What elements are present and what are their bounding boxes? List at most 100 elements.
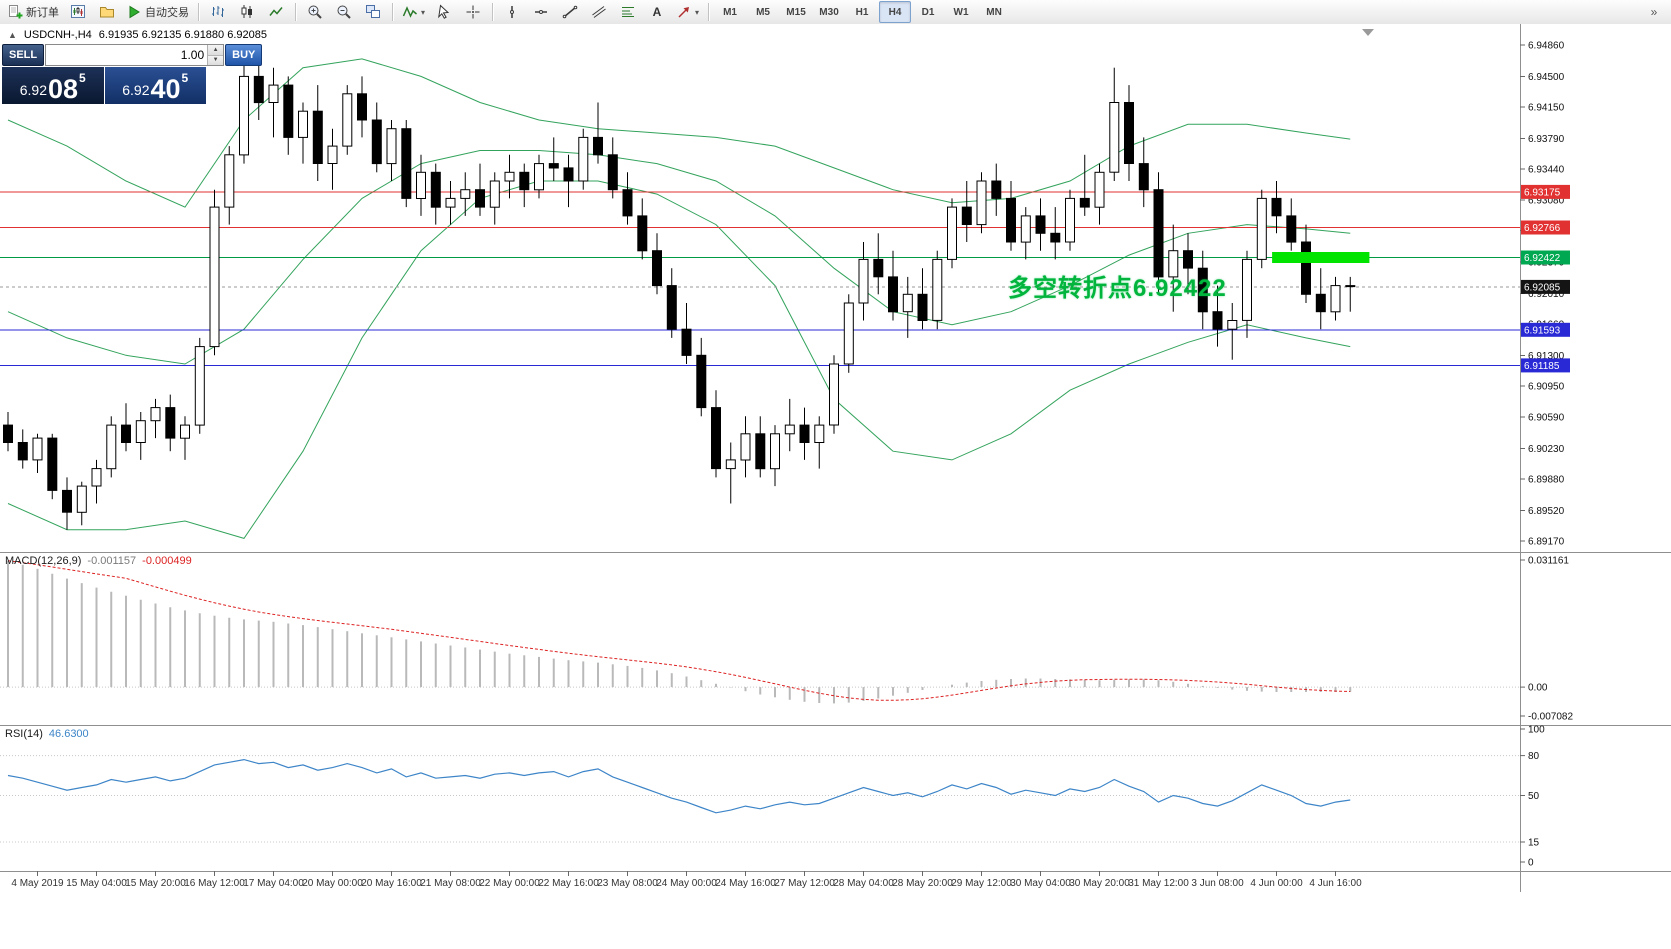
candle: [740, 416, 751, 478]
toolbar-button-candlestick-mode[interactable]: [233, 1, 261, 23]
channel-icon: [591, 4, 607, 20]
price-tags[interactable]: 6.93175 6.92766 6.92422 6.92085 6.91593 6.911…: [1521, 184, 1570, 373]
candle: [342, 85, 353, 155]
price-tag-6.92422[interactable]: [1521, 250, 1570, 265]
toolbar-button-chart-windows[interactable]: [64, 1, 92, 23]
price-tag-6.92766[interactable]: [1521, 220, 1570, 235]
price-tag-label: 6.91593: [1524, 325, 1561, 336]
toolbar-button-autotrading[interactable]: 自动交易: [122, 1, 193, 23]
candle: [947, 198, 957, 269]
volume-input[interactable]: [46, 45, 208, 65]
candle: [1301, 224, 1311, 303]
toolbar-button-arrows-tool[interactable]: ▾: [672, 1, 703, 23]
price-tag-6.92085[interactable]: [1521, 279, 1570, 294]
price-tag-6.91185[interactable]: [1521, 358, 1570, 373]
toolbar-separator: [708, 3, 710, 21]
bollinger-upper-band: [7, 58, 1351, 208]
svg-text:A: A: [653, 5, 662, 19]
candle: [932, 250, 943, 330]
price-tag-6.93175[interactable]: [1521, 184, 1570, 199]
volume-decrease-button[interactable]: ▼: [208, 55, 224, 65]
toolbar-button-timeframe-mn[interactable]: MN: [978, 1, 1010, 23]
tline-icon: [562, 4, 578, 20]
toolbar-button-label: M5: [756, 6, 770, 18]
candle: [475, 163, 485, 216]
toolbar-button-line-chart-mode[interactable]: [262, 1, 290, 23]
candle: [652, 233, 662, 295]
candle: [829, 355, 839, 434]
price-tag-label: 6.93175: [1524, 187, 1561, 198]
sell-price-panel[interactable]: 6.92 08 5: [2, 67, 104, 104]
toolbar-button-profiles[interactable]: [93, 1, 121, 23]
toolbar-button-vertical-line[interactable]: [498, 1, 526, 23]
toolbar-button-crosshair[interactable]: [459, 1, 487, 23]
candle: [165, 394, 176, 452]
toolbar-button-timeframe-h4[interactable]: H4: [879, 1, 912, 23]
candle: [298, 102, 308, 164]
macd-histogram: [7, 560, 1352, 704]
candle: [1153, 172, 1164, 295]
sell-button[interactable]: SELL: [2, 44, 45, 66]
toolbar-button-zoom-in[interactable]: [301, 1, 329, 23]
toolbar-button-label: H1: [855, 6, 869, 18]
bollinger-lower-band: [7, 180, 1351, 539]
buy-price-panel[interactable]: 6.92 40 5: [104, 67, 206, 105]
candle: [1212, 285, 1223, 347]
toolbar-button-timeframe-w1[interactable]: W1: [945, 1, 977, 23]
toolbar-button-cursor[interactable]: [430, 1, 458, 23]
toolbar-overflow-button[interactable]: »: [1650, 5, 1658, 19]
candles-icon: [239, 4, 255, 20]
volume-increase-button[interactable]: ▲: [208, 45, 224, 56]
one-click-toggle-icon[interactable]: ▲: [8, 30, 17, 40]
toolbar-button-text-tool[interactable]: A: [643, 1, 671, 23]
candle: [1138, 137, 1149, 208]
zoom-in-icon: [307, 4, 323, 20]
macd-axis-label: 0.031161: [1528, 556, 1569, 567]
toolbar-button-indicators[interactable]: ▾: [398, 1, 429, 23]
price-tag-6.91593[interactable]: [1521, 322, 1570, 337]
dropdown-caret-icon: ▾: [421, 7, 426, 17]
text-icon: A: [649, 4, 665, 20]
candle: [799, 407, 810, 460]
buy-price-pips: 40: [150, 74, 181, 105]
candle: [224, 146, 235, 225]
toolbar-button-new-order[interactable]: 新订单: [3, 1, 63, 23]
toolbar-button-fibonacci-retracement[interactable]: [614, 1, 642, 23]
toolbar-button-equidistant-channel[interactable]: [585, 1, 613, 23]
candle: [578, 128, 589, 190]
candle: [504, 154, 515, 199]
chart-ohlc-header: ▲ USDCNH-,H4 6.91935 6.92135 6.91880 6.9…: [8, 29, 267, 41]
volume-field: ▲ ▼: [45, 44, 225, 66]
toolbar-button-timeframe-m1[interactable]: M1: [714, 1, 746, 23]
candle: [1079, 154, 1090, 216]
candle: [1109, 67, 1120, 181]
toolbar-button-timeframe-h1[interactable]: H1: [846, 1, 878, 23]
candle: [1271, 181, 1282, 234]
candle: [17, 429, 28, 469]
price-axis: 6.94860 6.94500 6.94150 6.93790 6.93440 6.930…: [1520, 41, 1565, 548]
time-axis-label: 22 May 00:00: [479, 878, 540, 889]
chart-shift-marker[interactable]: [1362, 29, 1374, 36]
macd-axis-label: 0.00: [1528, 683, 1548, 694]
toolbar-button-trendline[interactable]: [556, 1, 584, 23]
tile-icon: [365, 4, 381, 20]
toolbar-button-timeframe-m15[interactable]: M15: [780, 1, 812, 23]
buy-button[interactable]: BUY: [225, 44, 263, 66]
toolbar-button-bar-chart-mode[interactable]: [204, 1, 232, 23]
toolbar-button-timeframe-m5[interactable]: M5: [747, 1, 779, 23]
toolbar-button-zoom-out[interactable]: [330, 1, 358, 23]
charts-icon: [70, 4, 86, 20]
toolbar-button-timeframe-m30[interactable]: M30: [813, 1, 845, 23]
price-axis-label: 6.93080: [1528, 196, 1565, 207]
price-axis-label: 6.92010: [1528, 289, 1565, 300]
highlight-level-segment[interactable]: [1272, 252, 1370, 263]
toolbar-button-timeframe-d1[interactable]: D1: [912, 1, 944, 23]
toolbar-button-tile-windows[interactable]: [359, 1, 387, 23]
toolbar-button-horizontal-line[interactable]: [527, 1, 555, 23]
candle: [1315, 268, 1326, 330]
chart-canvas[interactable]: 6.94860 6.94500 6.94150 6.93790 6.93440 6.930…: [0, 24, 1671, 949]
candle: [91, 459, 102, 504]
candle: [711, 390, 721, 478]
candle: [666, 268, 677, 338]
